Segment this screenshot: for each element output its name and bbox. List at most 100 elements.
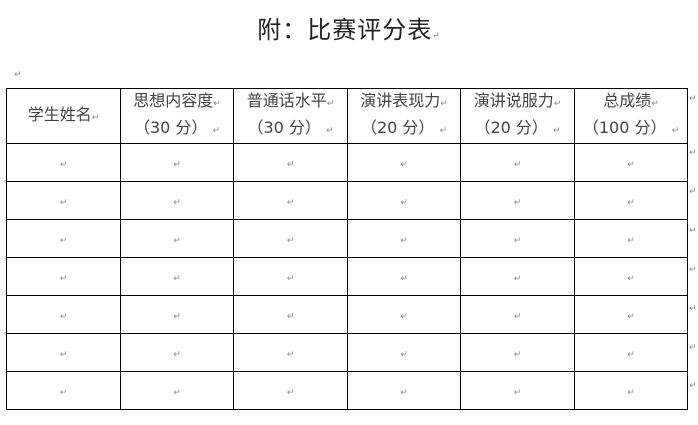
score-cell[interactable]: ↵ — [574, 181, 688, 220]
score-cell[interactable]: ↵ — [460, 333, 575, 372]
score-cell[interactable]: ↵ — [233, 181, 348, 220]
paragraph-mark: ↵ — [59, 312, 68, 322]
paragraph-mark: ↵ — [400, 236, 408, 246]
row-end-mark: ↵ — [689, 148, 697, 158]
score-cell[interactable]: ↵ — [347, 371, 461, 410]
paragraph-mark: ↵ — [59, 198, 68, 208]
paragraph-mark: ↵ — [59, 350, 68, 360]
table-row: ↵ ↵ ↵ ↵ ↵ ↵ — [6, 295, 688, 334]
row-end-mark: ↵ — [689, 226, 697, 236]
paragraph-mark: ↵ — [400, 198, 408, 208]
paragraph-mark: ↵ — [432, 31, 441, 41]
score-cell[interactable]: ↵ — [347, 333, 461, 372]
score-cell[interactable]: ↵ — [120, 143, 234, 182]
table-row: ↵ ↵ ↵ ↵ ↵ ↵ — [6, 257, 688, 296]
paragraph-mark: ↵ — [627, 350, 635, 360]
score-cell[interactable]: ↵ — [6, 219, 121, 258]
score-cell[interactable]: ↵ — [120, 219, 234, 258]
paragraph-mark: ↵ — [553, 126, 561, 136]
score-cell[interactable]: ↵ — [347, 257, 461, 296]
paragraph-mark: ↵ — [400, 388, 408, 398]
score-cell[interactable]: ↵ — [347, 295, 461, 334]
paragraph-mark: ↵ — [91, 112, 100, 123]
header-line2: （20 分） — [474, 118, 548, 137]
paragraph-mark: ↵ — [59, 388, 68, 398]
paragraph-mark: ↵ — [173, 198, 181, 208]
header-line1: 思想内容度 — [133, 91, 214, 110]
paragraph-mark: ↵ — [627, 388, 635, 398]
score-cell[interactable]: ↵ — [6, 143, 121, 182]
score-cell[interactable]: ↵ — [120, 181, 234, 220]
paragraph-mark: ↵ — [173, 350, 181, 360]
score-cell[interactable]: ↵ — [574, 295, 688, 334]
paragraph-mark: ↵ — [671, 126, 680, 136]
paragraph-mark: ↵ — [400, 350, 408, 360]
header-cell: 演讲说服力↵ （20 分） ↵ — [460, 88, 575, 144]
paragraph-mark: ↵ — [213, 99, 221, 109]
header-line1: 总成绩 — [603, 91, 652, 110]
paragraph-mark: ↵ — [553, 99, 562, 109]
table-row: ↵ ↵ ↵ ↵ ↵ ↵ — [6, 219, 688, 258]
header-line1: 学生姓名 — [27, 104, 92, 124]
header-line1: 普通话水平 — [246, 91, 327, 110]
paragraph-mark: ↵ — [627, 274, 635, 284]
paragraph-mark: ↵ — [14, 70, 22, 80]
score-cell[interactable]: ↵ — [120, 295, 234, 334]
score-table: 学生姓名↵ 思想内容度↵ （30 分） ↵ 普通话水平↵ （30 分） ↵ 演讲表现力↵ （… — [6, 88, 688, 410]
score-cell[interactable]: ↵ — [233, 257, 348, 296]
score-cell[interactable]: ↵ — [347, 219, 461, 258]
document-title: 附：比赛评分表↵ — [257, 16, 441, 44]
score-cell[interactable]: ↵ — [574, 143, 688, 182]
paragraph-mark: ↵ — [59, 236, 68, 246]
score-cell[interactable]: ↵ — [233, 143, 348, 182]
score-cell[interactable]: ↵ — [574, 371, 688, 410]
table-row: ↵ ↵ ↵ ↵ ↵ ↵ — [6, 143, 688, 182]
score-cell[interactable]: ↵ — [233, 295, 348, 334]
paragraph-mark: ↵ — [651, 99, 659, 109]
header-cell: 演讲表现力↵ （20 分） ↵ — [347, 88, 461, 144]
score-cell[interactable]: ↵ — [6, 295, 121, 334]
row-end-mark: ↵ — [689, 94, 697, 104]
paragraph-mark: ↵ — [173, 236, 181, 246]
header-line1: 演讲说服力 — [473, 91, 554, 110]
paragraph-mark: ↵ — [173, 274, 181, 284]
score-cell[interactable]: ↵ — [6, 371, 121, 410]
score-cell[interactable]: ↵ — [574, 219, 688, 258]
paragraph-mark: ↵ — [627, 236, 635, 246]
paragraph-mark: ↵ — [173, 312, 181, 322]
score-cell[interactable]: ↵ — [6, 181, 121, 220]
header-line2: （20 分） — [360, 118, 435, 137]
header-line2: （30 分） — [133, 118, 208, 137]
row-end-mark: ↵ — [689, 265, 697, 275]
score-cell[interactable]: ↵ — [460, 181, 575, 220]
score-cell[interactable]: ↵ — [460, 143, 575, 182]
score-cell[interactable]: ↵ — [460, 371, 575, 410]
score-cell[interactable]: ↵ — [347, 181, 461, 220]
table-row: ↵ ↵ ↵ ↵ ↵ ↵ — [6, 371, 688, 410]
score-cell[interactable]: ↵ — [6, 257, 121, 296]
paragraph-mark: ↵ — [326, 126, 334, 136]
score-cell[interactable]: ↵ — [460, 257, 575, 296]
score-cell[interactable]: ↵ — [120, 371, 234, 410]
score-cell[interactable]: ↵ — [460, 219, 575, 258]
score-cell[interactable]: ↵ — [6, 333, 121, 372]
score-cell[interactable]: ↵ — [233, 219, 348, 258]
header-line1: 演讲表现力 — [360, 91, 441, 110]
score-cell[interactable]: ↵ — [574, 333, 688, 372]
paragraph-mark: ↵ — [513, 350, 522, 360]
score-cell[interactable]: ↵ — [120, 333, 234, 372]
paragraph-mark: ↵ — [440, 99, 448, 109]
paragraph-mark: ↵ — [286, 274, 295, 284]
score-cell[interactable]: ↵ — [460, 295, 575, 334]
score-cell[interactable]: ↵ — [233, 371, 348, 410]
paragraph-mark: ↵ — [173, 160, 181, 170]
paragraph-mark: ↵ — [286, 312, 295, 322]
paragraph-mark: ↵ — [439, 126, 448, 136]
score-cell[interactable]: ↵ — [347, 143, 461, 182]
score-cell[interactable]: ↵ — [574, 257, 688, 296]
score-cell[interactable]: ↵ — [120, 257, 234, 296]
paragraph-mark: ↵ — [400, 312, 408, 322]
paragraph-mark: ↵ — [513, 388, 522, 398]
score-cell[interactable]: ↵ — [233, 333, 348, 372]
row-end-mark: ↵ — [689, 343, 697, 353]
